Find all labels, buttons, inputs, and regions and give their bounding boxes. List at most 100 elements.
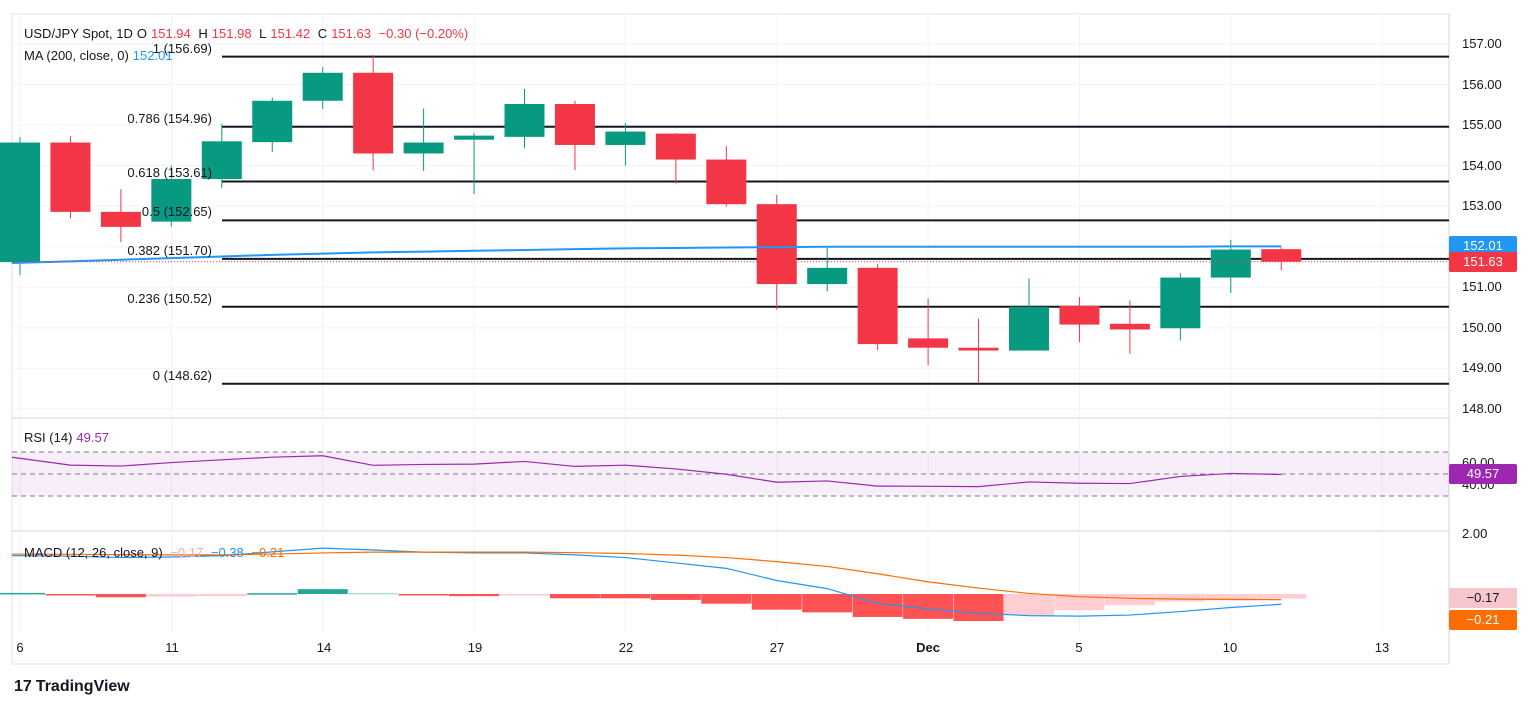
macd-hist-bar — [903, 594, 954, 619]
tradingview-logo[interactable]: 17 TradingView — [14, 678, 130, 696]
macd-hist-bar — [146, 594, 197, 597]
candle-body — [554, 104, 595, 145]
candle-body — [1009, 306, 1049, 351]
low-value: 151.42 — [270, 26, 311, 41]
macd-hist-bar — [95, 594, 146, 598]
fib-level-label: 1 (156.69) — [152, 40, 212, 56]
rsi-value: 49.57 — [76, 430, 109, 445]
candle-body — [1261, 249, 1302, 262]
macd-hist-value: −0.17 — [170, 545, 204, 560]
candle-body — [807, 267, 848, 285]
symbol-label: USD/JPY Spot, 1D — [24, 26, 133, 41]
ma-label: MA (200, close, 0) — [24, 48, 129, 63]
macd-hist-bar — [1054, 594, 1105, 611]
candle-body — [605, 131, 646, 145]
macd-hist-bar — [196, 594, 247, 597]
macd-hist-bar — [1205, 594, 1256, 601]
macd-hist-bar — [701, 594, 752, 604]
candle-body — [958, 347, 999, 351]
candle-body — [1210, 249, 1251, 278]
macd-hist-bar — [247, 593, 298, 595]
candle-body — [1160, 277, 1201, 329]
y-tick-label: 156.00 — [1462, 76, 1502, 92]
y-tick-label: 151.00 — [1462, 279, 1502, 295]
candle-body — [100, 211, 141, 227]
macd-line-value: −0.38 — [210, 545, 244, 560]
macd-hist-bar — [449, 594, 500, 597]
macd-legend[interactable]: MACD (12, 26, close, 9) −0.17 −0.38 −0.2… — [24, 545, 288, 560]
candle-body — [201, 141, 242, 180]
macd-signal-line — [11, 551, 1282, 601]
macd-hist-bar — [348, 592, 399, 595]
fib-level-label: 0.618 (153.61) — [127, 165, 212, 181]
macd-hist-bar — [650, 594, 701, 600]
candle-body — [302, 72, 343, 101]
x-tick-label: 14 — [316, 640, 332, 655]
y-tick-label: 155.00 — [1462, 117, 1502, 133]
x-tick-label: 13 — [1374, 640, 1390, 655]
rsi-label: RSI (14) — [24, 430, 73, 445]
macd-label: MACD (12, 26, close, 9) — [24, 545, 163, 560]
open-value: 151.94 — [151, 26, 191, 41]
candle-body — [504, 104, 545, 137]
candle-body — [908, 338, 949, 348]
rsi-line — [11, 455, 1282, 488]
macd-hist-bar — [398, 594, 449, 596]
candle-body — [0, 142, 40, 263]
macd-hist-bar — [1004, 594, 1054, 616]
candle-body — [353, 72, 394, 154]
candle-body — [1059, 305, 1100, 325]
y-tick-label: 149.00 — [1462, 360, 1502, 376]
x-tick-label: Dec — [916, 640, 940, 655]
candle-body — [50, 142, 91, 212]
y-tick-label: 157.00 — [1462, 36, 1502, 51]
tradingview-mark-icon: 17 — [14, 678, 32, 695]
brand-name: TradingView — [35, 678, 130, 695]
y-tick-label: 150.00 — [1462, 319, 1502, 335]
macd-hist-tag: −0.17 — [1449, 588, 1517, 608]
macd-hist-bar — [1104, 594, 1155, 606]
ma-legend[interactable]: MA (200, close, 0) 152.01 — [24, 48, 177, 63]
macd-signal-tag: −0.21 — [1449, 610, 1517, 630]
rsi-legend[interactable]: RSI (14) 49.57 — [24, 430, 113, 445]
rsi-price-tag: 49.57 — [1449, 464, 1517, 485]
macd-signal-value: −0.21 — [251, 545, 285, 560]
macd-hist-bar — [549, 594, 600, 599]
candle-body — [454, 135, 495, 140]
macd-hist-bar — [1155, 594, 1206, 602]
x-tick-label: 11 — [165, 640, 179, 655]
macd-hist-bar — [45, 594, 96, 596]
price-tag: 152.01 — [1449, 236, 1517, 257]
candle-body — [252, 100, 293, 143]
macd-hist-bar — [499, 594, 550, 596]
macd-hist-bar — [953, 594, 1004, 621]
candle-body — [151, 179, 192, 222]
macd-hist-bar — [600, 594, 651, 599]
macd-hist-bar — [802, 594, 853, 613]
ma-value: 152.01 — [132, 48, 173, 63]
candle-body — [706, 159, 747, 205]
candle-body — [857, 267, 898, 345]
x-tick-label: 27 — [769, 640, 785, 655]
fib-level-label: 0 (148.62) — [152, 367, 212, 383]
macd-hist-bar — [751, 594, 802, 610]
price-tag: 151.63 — [1449, 251, 1517, 272]
fib-level-label: 0.382 (151.70) — [127, 242, 212, 258]
macd-hist-bar — [0, 592, 45, 595]
candle-body — [756, 204, 797, 285]
x-tick-label: 19 — [467, 640, 483, 655]
ma200-line — [11, 245, 1282, 264]
candle-body — [1109, 323, 1150, 330]
ohlc-header: USD/JPY Spot, 1D O 151.94 H 151.98 L 151.42 … — [24, 26, 469, 41]
close-value: 151.63 — [331, 26, 371, 41]
candle-body — [655, 133, 696, 160]
chart-frame — [11, 13, 1450, 665]
x-tick-label: 6 — [16, 640, 24, 655]
macd-hist-bar — [1256, 594, 1307, 599]
fib-level-label: 0.786 (154.96) — [127, 110, 212, 126]
macd-tick-label: 2.00 — [1462, 526, 1488, 541]
high-value: 151.98 — [211, 26, 252, 41]
fib-level-label: 0.236 (150.52) — [127, 290, 212, 306]
candle-body — [403, 142, 444, 154]
